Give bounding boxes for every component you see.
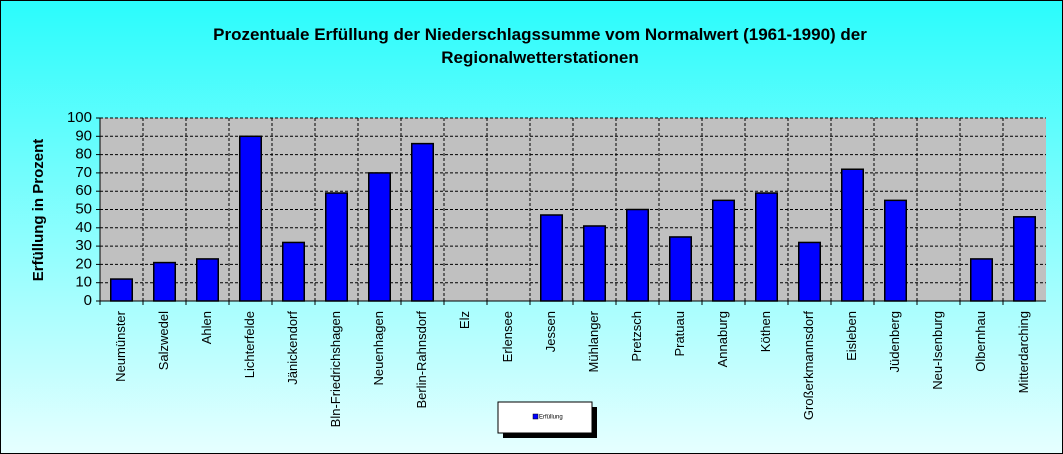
x-tick-label: Mitterdarching: [1016, 311, 1031, 393]
bar: [970, 258, 993, 302]
y-tick-label: 100: [67, 109, 92, 126]
x-tick-label: Bln-Friedrichshagen: [328, 311, 343, 427]
x-tick-label: Jüdenberg: [887, 311, 902, 372]
bar: [583, 225, 606, 302]
x-tick-label: Pratuau: [672, 311, 687, 357]
x-tick-label: Jessen: [543, 311, 558, 352]
legend-label: Erfüllung: [539, 415, 563, 421]
bar: [368, 172, 391, 302]
bar: [239, 135, 262, 302]
y-tick-label: 0: [84, 292, 92, 309]
x-tick-label: Ahlen: [199, 311, 214, 344]
x-tick-label: Pretzsch: [629, 311, 644, 362]
x-tick-label: Neumünster: [113, 310, 128, 381]
x-tick-label: Köthen: [758, 311, 773, 352]
x-tick-label: Elz: [457, 311, 472, 329]
x-tick-label: Erlensee: [500, 311, 515, 362]
x-tick-label: Olbernhau: [973, 311, 988, 372]
bar: [712, 199, 735, 302]
legend: Erfüllung: [497, 401, 597, 438]
y-tick-label: 40: [75, 219, 92, 236]
y-tick-label: 60: [75, 182, 92, 199]
legend-box: [497, 401, 593, 434]
x-tick-label: Jänickendorf: [285, 311, 300, 385]
bar: [411, 142, 434, 302]
y-tick-label: 50: [75, 200, 92, 217]
x-tick-label: Eisleben: [844, 311, 859, 361]
x-tick-label: Neu-Isenburg: [930, 311, 945, 390]
y-tick-label: 30: [75, 237, 92, 254]
bar: [1013, 216, 1036, 302]
bar: [755, 192, 778, 302]
x-tick-label: Annaburg: [715, 311, 730, 367]
chart-title: Regionalwetterstationen: [441, 48, 638, 67]
bar: [626, 208, 649, 302]
bar: [884, 199, 907, 302]
x-tick-label: Mühlanger: [586, 310, 601, 372]
bar: [153, 261, 176, 302]
y-tick-label: 10: [75, 274, 92, 291]
chart-title: Prozentuale Erfüllung der Niederschlagss…: [213, 25, 867, 44]
bar: [325, 192, 348, 302]
x-tick-label: Berlin-Rahnsdorf: [414, 311, 429, 409]
legend-swatch: [532, 413, 539, 420]
y-tick-label: 70: [75, 164, 92, 181]
y-tick-label: 80: [75, 146, 92, 163]
bar: [110, 278, 133, 302]
bar: [540, 214, 563, 302]
x-tick-label: Lichterfelde: [242, 311, 257, 378]
x-tick-label: Großerkmannsdorf: [801, 311, 816, 420]
y-axis-label: Erfüllung in Prozent: [30, 139, 47, 282]
bar: [196, 258, 219, 302]
bar: [669, 236, 692, 302]
bar: [798, 241, 821, 302]
y-tick-label: 20: [75, 255, 92, 272]
bar: [282, 241, 305, 302]
x-tick-label: Neuenhagen: [371, 311, 386, 385]
x-tick-label: Salzwedel: [156, 311, 171, 370]
bar: [841, 168, 864, 302]
y-tick-label: 90: [75, 127, 92, 144]
